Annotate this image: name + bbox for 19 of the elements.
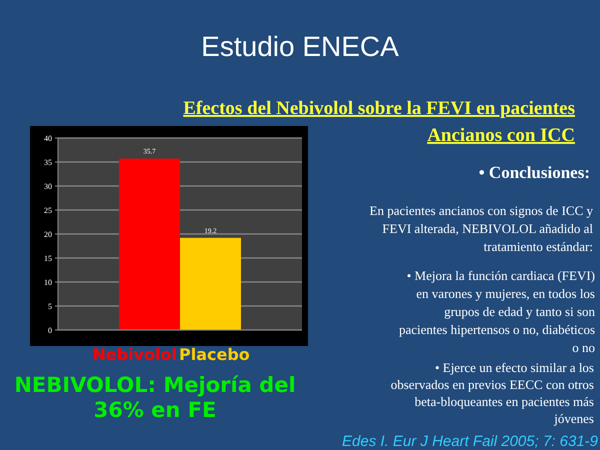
y-tick-label: 15 [44, 254, 52, 263]
text: Efectos del Nebivolol sobre la FEVI en pacientes Ancianos con ICC [183, 98, 575, 146]
y-tick-label: 25 [44, 206, 52, 215]
text: NEBIVOLOL: Mejoría del 36% en FE [14, 373, 296, 422]
text: • Conclusiones: [478, 163, 590, 182]
y-tick-label: 0 [48, 326, 52, 335]
y-tick-label: 10 [44, 278, 52, 287]
text: Edes I. Eur J Heart Fail 2005; 7: 631-9 [342, 433, 599, 450]
y-tick-label: 30 [44, 182, 52, 191]
text: • Mejora la función cardiaca (FEVI) en varones y mujeres, en todos los grupos de edad y tanto si son pacientes hipertensos o no, diabéticos o no [398, 268, 596, 355]
text: En pacientes ancianos con signos de ICC y FEVI alterada, NEBIVOLOL añadido al tratamiento estándar: [370, 203, 594, 254]
y-tick-label: 20 [44, 230, 52, 239]
y-tick-label: 40 [44, 134, 52, 143]
x-tick-label: Placebo [179, 345, 250, 364]
y-tick-label: 5 [48, 302, 52, 311]
text: • Ejerce un efecto similar a los observados en previos EECC con otros beta-bloqueantes en pacientes más jóvenes [390, 360, 594, 426]
chart-title: Estudio ENECA [201, 31, 400, 62]
x-tick-label: Nebivolol [92, 345, 177, 364]
y-tick-label: 35 [44, 158, 52, 167]
